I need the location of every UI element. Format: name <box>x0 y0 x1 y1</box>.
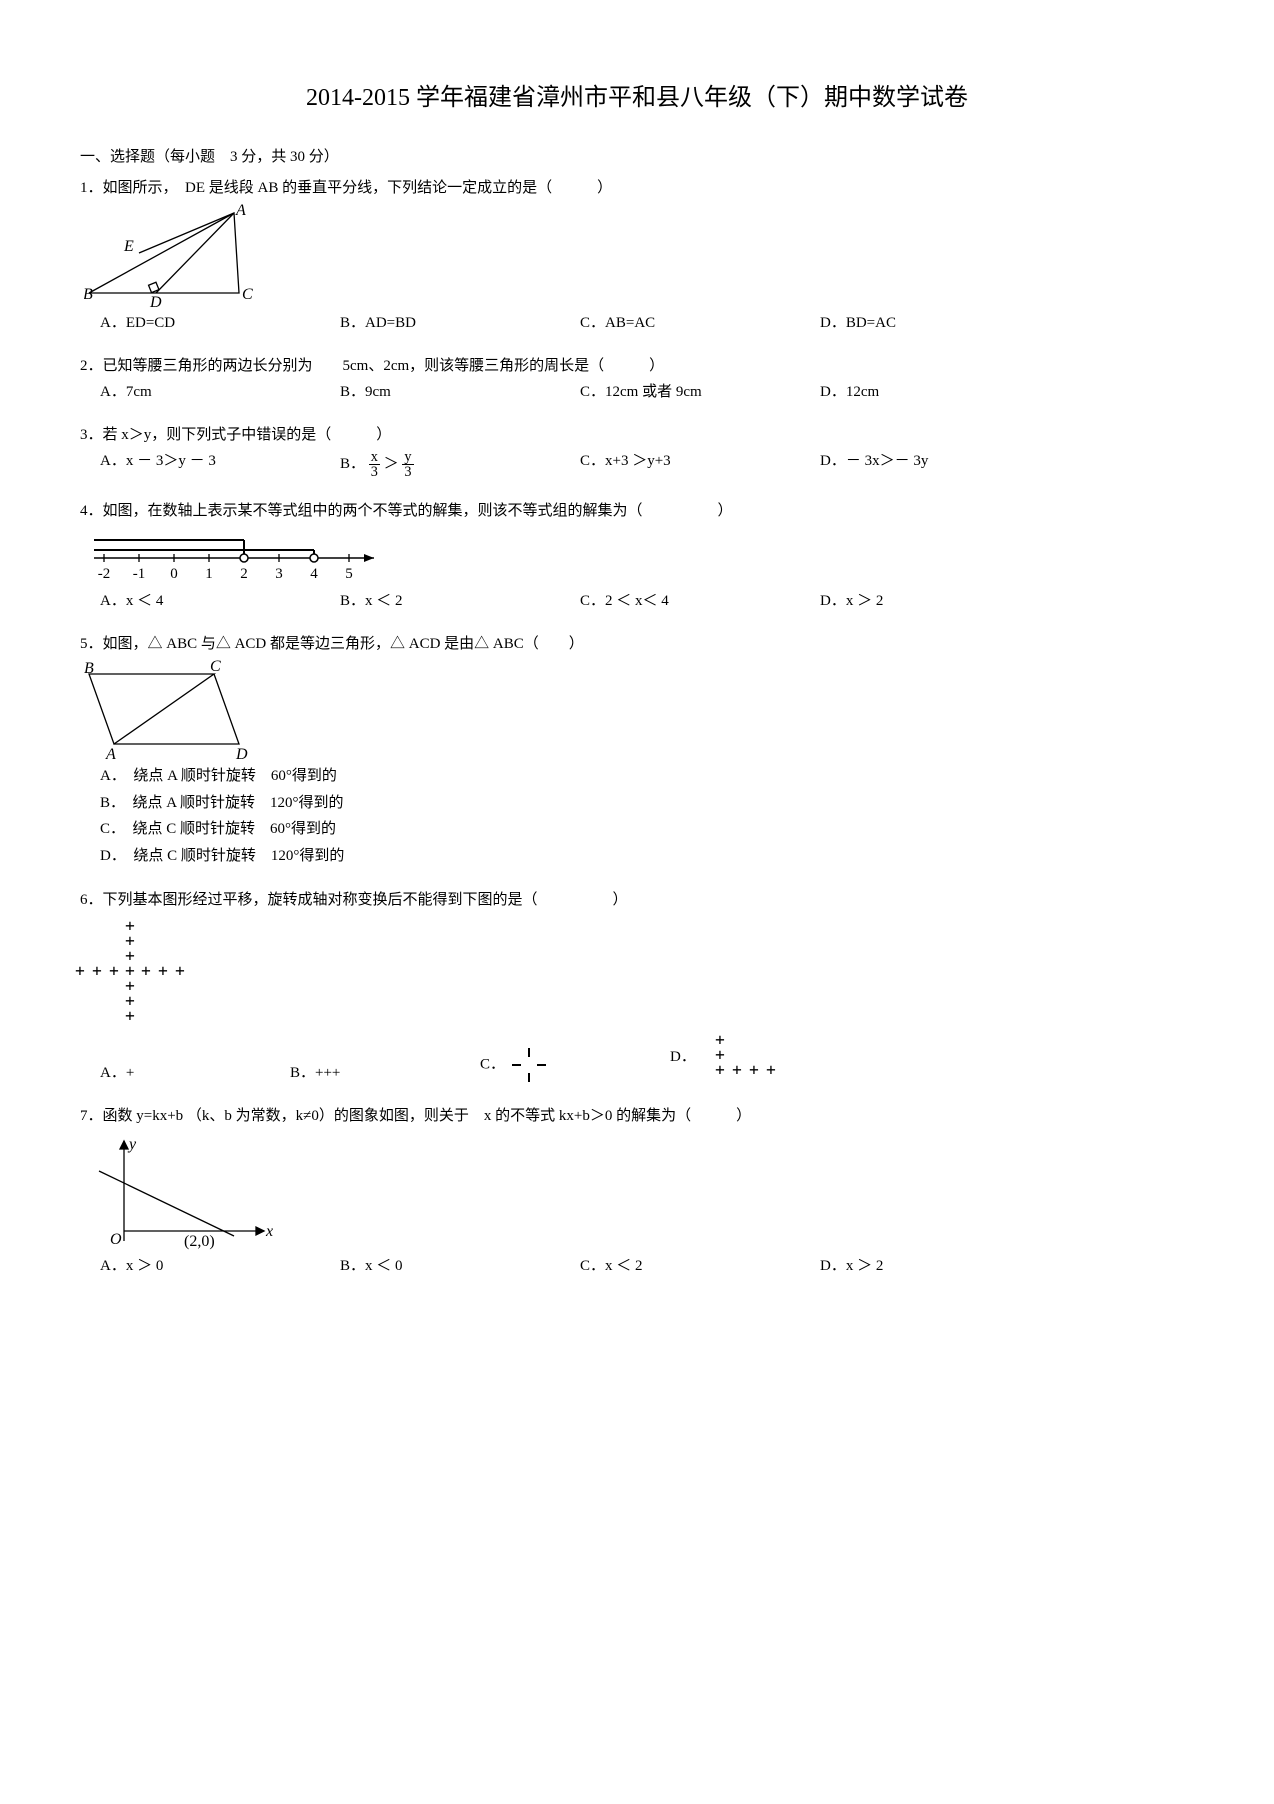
vertex-A: A <box>235 203 246 219</box>
vertex-B: B <box>84 286 93 303</box>
q6-stem: 6．下列基本图形经过平移，旋转成轴对称变换后不能得到下图的是（ ） <box>80 889 1194 912</box>
q7-option-B: B．x ＜ 0 <box>340 1255 580 1278</box>
question-1: 1．如图所示， DE 是线段 AB 的垂直平分线，下列结论一定成立的是（ ） A… <box>80 177 1194 335</box>
svg-text:-2: -2 <box>98 566 111 582</box>
vertex-C: C <box>242 286 253 303</box>
question-6: 6．下列基本图形经过平移，旋转成轴对称变换后不能得到下图的是（ ） + + + … <box>80 889 1194 1085</box>
svg-text:+: + <box>92 961 102 980</box>
svg-text:+: + <box>158 961 168 980</box>
svg-text:+: + <box>109 961 119 980</box>
q1-option-C: C．AB=AC <box>580 312 820 335</box>
question-7: 7．函数 y=kx+b （k、b 为常数，k≠0）的图象如图，则关于 x 的不等… <box>80 1105 1194 1278</box>
origin-label: O <box>110 1231 122 1248</box>
q7-option-D: D．x ＞ 2 <box>820 1255 1060 1278</box>
svg-text:-1: -1 <box>133 566 146 582</box>
q6-figure: + + + +++ + +++ + + + <box>50 916 1194 1026</box>
svg-text:+: + <box>732 1060 742 1079</box>
question-4: 4．如图，在数轴上表示某不等式组中的两个不等式的解集，则该不等式组的解集为（ ）… <box>80 500 1194 613</box>
q4-figure: -2 -1 0 1 2 3 4 5 <box>84 526 1194 586</box>
x-axis-label: x <box>265 1223 273 1240</box>
q3-option-A: A．x － 3＞y － 3 <box>100 450 340 480</box>
q2-option-C: C．12cm 或者 9cm <box>580 381 820 404</box>
svg-text:+: + <box>125 1006 135 1025</box>
q1-option-B: B．AD=BD <box>340 312 580 335</box>
question-5: 5．如图，△ ABC 与△ ACD 都是等边三角形，△ ACD 是由△ ABC（… <box>80 633 1194 870</box>
q3-option-B: B． x3 ＞ y3 <box>340 450 580 480</box>
svg-text:+: + <box>141 961 151 980</box>
q4-option-B: B．x ＜ 2 <box>340 590 580 613</box>
q6-option-A: A．+ <box>100 1062 290 1085</box>
question-3: 3．若 x＞y，则下列式子中错误的是（ ） A．x － 3＞y － 3 B． x… <box>80 424 1194 480</box>
q1-stem: 1．如图所示， DE 是线段 AB 的垂直平分线，下列结论一定成立的是（ ） <box>80 177 1194 200</box>
y-axis-label: y <box>127 1136 137 1153</box>
q1-figure: A B C D E <box>84 203 1194 308</box>
q5-option-A: A． 绕点 A 顺时针旋转 60°得到的 <box>100 765 1194 788</box>
svg-text:0: 0 <box>170 566 178 582</box>
q4-stem: 4．如图，在数轴上表示某不等式组中的两个不等式的解集，则该不等式组的解集为（ ） <box>80 500 1194 523</box>
q3-option-D: D．－ 3x＞－ 3y <box>820 450 1060 480</box>
q6-option-D: D． +++ +++ <box>670 1030 860 1085</box>
svg-text:2: 2 <box>240 566 248 582</box>
vertex-D5: D <box>235 746 248 759</box>
q5-option-D: D． 绕点 C 顺时针旋转 120°得到的 <box>100 845 1194 868</box>
vertex-A5: A <box>105 746 116 759</box>
q7-option-C: C．x ＜ 2 <box>580 1255 820 1278</box>
svg-text:4: 4 <box>310 566 318 582</box>
q7-option-A: A．x ＞ 0 <box>100 1255 340 1278</box>
svg-text:+: + <box>749 1060 759 1079</box>
vertex-B5: B <box>84 660 94 677</box>
vertex-E: E <box>123 238 134 255</box>
point-label: (2,0) <box>184 1233 215 1250</box>
q3-stem: 3．若 x＞y，则下列式子中错误的是（ ） <box>80 424 1194 447</box>
svg-text:+: + <box>175 961 185 980</box>
q6-option-C: C． <box>480 1045 670 1085</box>
q2-stem: 2．已知等腰三角形的两边长分别为 5cm、2cm，则该等腰三角形的周长是（ ） <box>80 355 1194 378</box>
q1-option-D: D．BD=AC <box>820 312 1060 335</box>
q1-option-A: A．ED=CD <box>100 312 340 335</box>
q4-option-C: C．2 ＜ x＜ 4 <box>580 590 820 613</box>
vertex-C5: C <box>210 659 221 675</box>
q5-option-C: C． 绕点 C 顺时针旋转 60°得到的 <box>100 818 1194 841</box>
q7-figure: O y x (2,0) <box>84 1131 1194 1251</box>
q4-option-D: D．x ＞ 2 <box>820 590 1060 613</box>
page-title: 2014-2015 学年福建省漳州市平和县八年级（下）期中数学试卷 <box>80 80 1194 116</box>
q4-option-A: A．x ＜ 4 <box>100 590 340 613</box>
svg-text:3: 3 <box>275 566 283 582</box>
q2-option-B: B．9cm <box>340 381 580 404</box>
vertex-D: D <box>149 294 162 308</box>
q6-option-B: B．+++ <box>290 1062 480 1085</box>
q3-option-C: C．x+3 ＞y+3 <box>580 450 820 480</box>
q5-figure: B C A D <box>84 659 1194 759</box>
svg-text:+: + <box>715 1060 725 1079</box>
q5-stem: 5．如图，△ ABC 与△ ACD 都是等边三角形，△ ACD 是由△ ABC（… <box>80 633 1194 656</box>
q2-option-A: A．7cm <box>100 381 340 404</box>
q5-option-B: B． 绕点 A 顺时针旋转 120°得到的 <box>100 792 1194 815</box>
q7-stem: 7．函数 y=kx+b （k、b 为常数，k≠0）的图象如图，则关于 x 的不等… <box>80 1105 1194 1128</box>
svg-text:1: 1 <box>205 566 213 582</box>
svg-text:5: 5 <box>345 566 353 582</box>
svg-text:+: + <box>75 961 85 980</box>
question-2: 2．已知等腰三角形的两边长分别为 5cm、2cm，则该等腰三角形的周长是（ ） … <box>80 355 1194 404</box>
q2-option-D: D．12cm <box>820 381 1060 404</box>
svg-text:+: + <box>766 1060 776 1079</box>
section-header: 一、选择题（每小题 3 分，共 30 分） <box>80 146 1194 169</box>
